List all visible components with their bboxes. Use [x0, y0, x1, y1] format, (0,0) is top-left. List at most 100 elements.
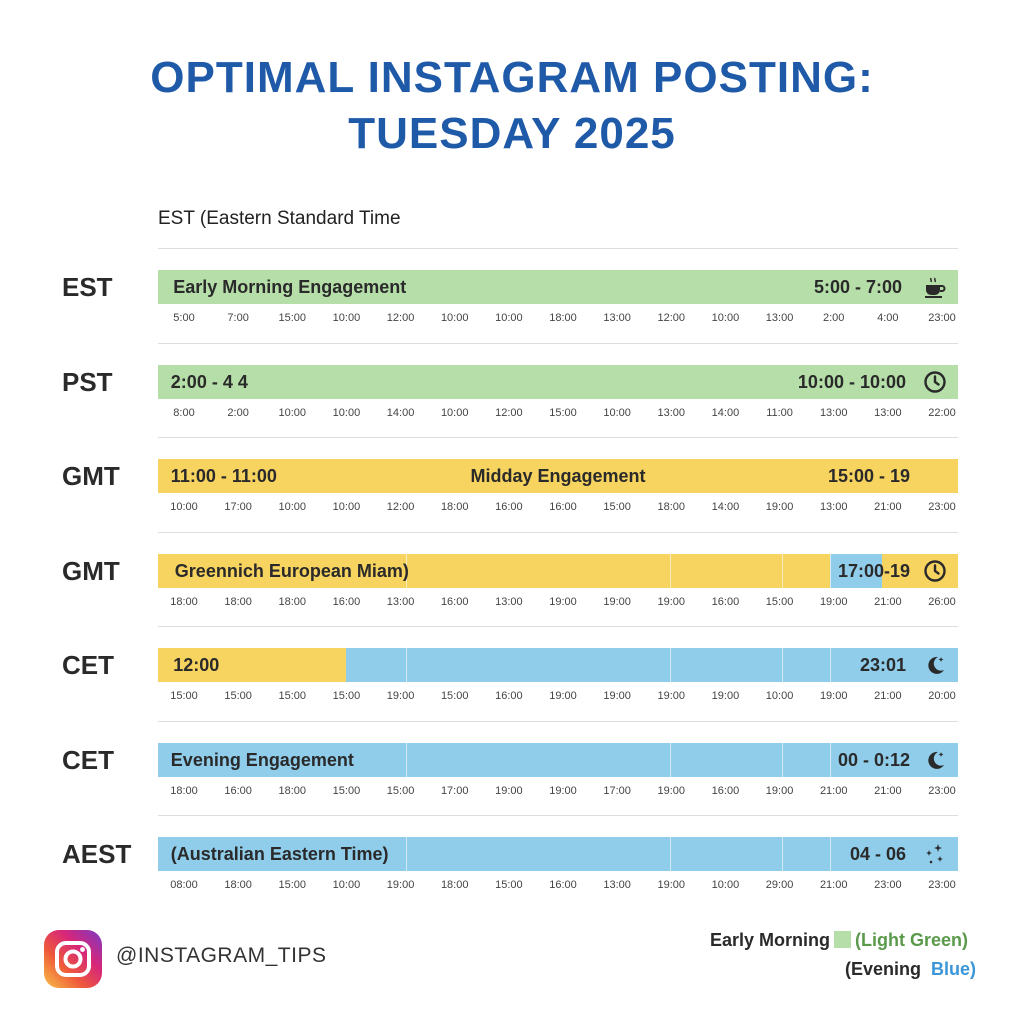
tick-label: 10:00: [765, 690, 794, 702]
row-divider: [158, 815, 958, 816]
tick-label: 8:00: [173, 406, 195, 419]
sparkles-icon: [923, 842, 947, 866]
tick-label: 2:00: [227, 406, 249, 419]
tick-label: 21:00: [874, 595, 902, 608]
tick-label: 12:00: [495, 406, 523, 419]
row-label: CET: [62, 744, 114, 775]
tick-label: 19:00: [386, 879, 415, 891]
tick-label: 19:00: [549, 690, 577, 702]
tick-label: 18:00: [224, 595, 252, 608]
tick-label: 11:00: [766, 406, 793, 419]
tick-label: 19:00: [603, 690, 631, 702]
tick-label: 12:00: [657, 312, 686, 324]
time-bar-segment: [346, 648, 958, 682]
tick-label: 7:00: [227, 312, 249, 324]
tick-label: 15:00: [332, 690, 361, 702]
bar-label: Greennich European Miam): [174, 560, 409, 581]
tick-label: 17:00: [440, 784, 469, 797]
tick-label: 18:00: [278, 784, 307, 797]
legend-evening-label: (Evening: [844, 959, 921, 979]
tick-label: 13:00: [603, 879, 631, 891]
time-bar: Evening Engagement 00 - 0:12: [158, 742, 958, 777]
segment-divider: [670, 837, 671, 871]
tick-label: 21:00: [819, 879, 848, 891]
tick-label: 23:00: [928, 784, 956, 797]
tick-label: 13:00: [603, 312, 631, 324]
segment-divider: [782, 648, 783, 682]
tick-label: 12:00: [386, 312, 415, 324]
tick-label: 21:00: [819, 784, 848, 797]
bar-label: Evening Engagement: [170, 749, 354, 770]
tick-label: 18:00: [657, 501, 686, 513]
tick-label: 15:00: [549, 406, 577, 419]
tick-label: 15:00: [278, 690, 307, 702]
clock-icon: [923, 559, 947, 583]
segment-divider: [830, 837, 831, 871]
chart-title-line-2: TUESDAY 2025: [348, 109, 676, 158]
tick-label: 23:00: [928, 312, 956, 324]
row-divider: [158, 531, 958, 533]
tick-label: 19:00: [765, 501, 794, 513]
tick-label: 19:00: [711, 690, 740, 702]
chart-subtitle: EST (Eastern Standard Time: [158, 208, 401, 229]
moon-icon: [923, 748, 947, 772]
tick-label: 16:00: [549, 501, 577, 513]
tick-label: 16:00: [495, 501, 523, 513]
bar-label: 04 - 06: [849, 844, 906, 864]
tick-label: 15:00: [278, 312, 307, 324]
legend-green-swatch: [834, 931, 851, 948]
tick-label: 18:00: [170, 595, 198, 608]
segment-divider: [406, 553, 407, 588]
time-bar-segment: [158, 648, 346, 682]
tick-label: 19:00: [657, 784, 686, 797]
tick-label: 16:00: [332, 595, 361, 608]
tick-label: 13:00: [874, 406, 902, 419]
bar-label: 17:00-19: [837, 560, 910, 581]
tick-label: 10:00: [332, 406, 361, 419]
time-bar-segment: [158, 553, 830, 588]
tick-label: 5:00: [173, 312, 195, 324]
time-bar: 11:00 - 11:00 Midday Engagement 15:00 - 19: [158, 459, 958, 493]
tick-label: 13:00: [819, 501, 848, 513]
tick-label: 10:00: [170, 501, 198, 513]
row-label: AEST: [62, 839, 132, 869]
row-label: EST: [62, 272, 113, 302]
segment-divider: [782, 837, 783, 871]
row-label: GMT: [62, 461, 120, 491]
brand-handle: @INSTAGRAM_TIPS: [116, 944, 327, 967]
tick-label: 15:00: [495, 879, 523, 891]
row-divider: [158, 342, 958, 344]
legend-early-morning: Early Morning (Light Green): [710, 930, 968, 951]
tick-label: 18:00: [170, 784, 198, 797]
time-bar: Greennich European Miam) 17:00-19: [158, 553, 958, 588]
segment-divider: [670, 648, 671, 682]
coffee-cup-icon: [923, 275, 947, 299]
tick-label: 19:00: [657, 690, 686, 702]
tick-label: 10:00: [332, 879, 361, 891]
tick-label: 15:00: [332, 784, 361, 797]
tick-label: 20:00: [928, 690, 956, 702]
tick-label: 08:00: [170, 879, 198, 891]
bar-label: 5:00 - 7:00: [813, 277, 902, 297]
moon-icon: [923, 653, 947, 677]
segment-divider: [830, 742, 831, 777]
tick-label: 19:00: [603, 595, 631, 608]
tick-label: 18:00: [278, 595, 307, 608]
bar-label: 12:00: [173, 655, 220, 675]
row-label: GMT: [62, 555, 120, 586]
segment-divider: [782, 742, 783, 777]
clock-icon: [923, 370, 947, 394]
time-bar: 12:00 23:01: [158, 648, 958, 682]
legend-early-morning-label: Early Morning: [709, 930, 830, 950]
time-bar-segment: [830, 553, 882, 588]
legend-light-green-label: (Light Green): [855, 930, 968, 950]
tick-label: 14:00: [711, 501, 740, 513]
tick-label: 23:00: [928, 501, 956, 513]
tick-label: 26:00: [928, 595, 956, 608]
tick-label: 10:00: [440, 312, 469, 324]
tick-label: 15:00: [765, 595, 794, 608]
time-bar-segment: [158, 837, 958, 871]
tick-label: 13:00: [765, 312, 794, 324]
row-divider: [158, 437, 958, 438]
tick-label: 10:00: [278, 406, 307, 419]
